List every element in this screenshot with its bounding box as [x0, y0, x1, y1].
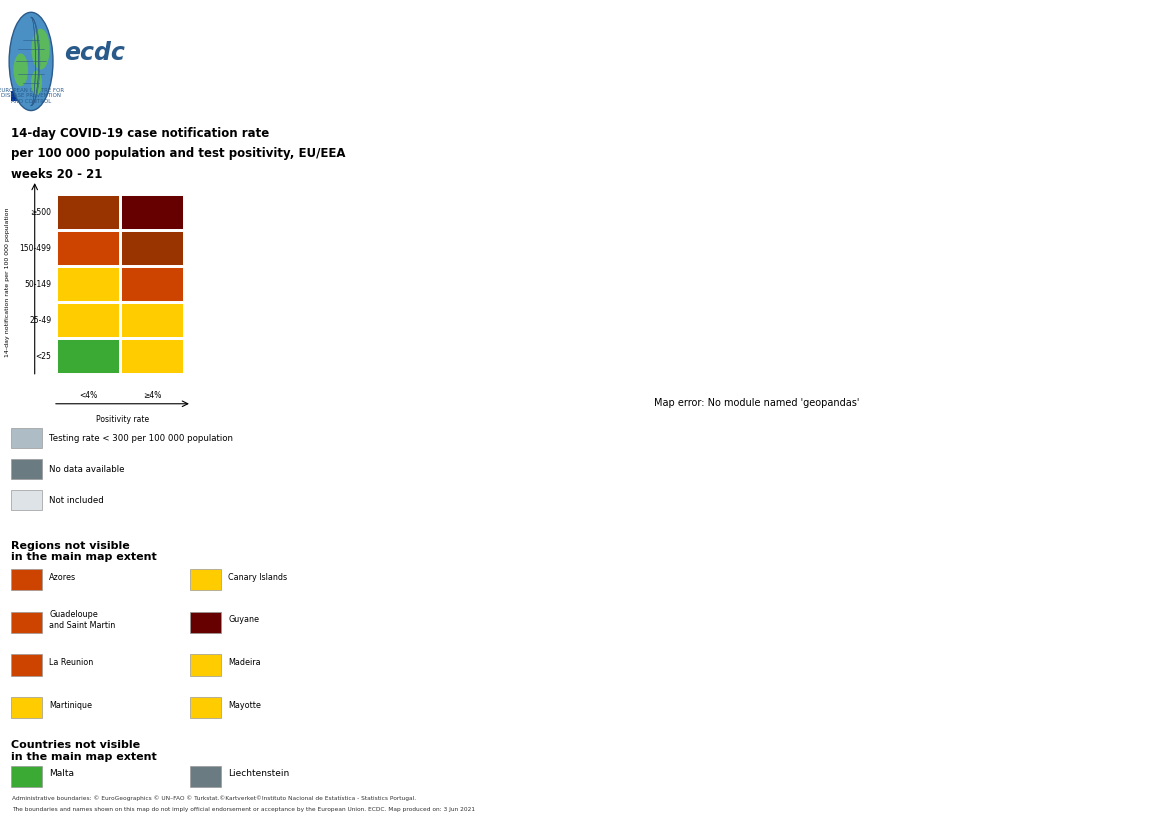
- Bar: [10, 766, 42, 787]
- Text: La Reunion: La Reunion: [50, 658, 94, 667]
- Text: 25-49: 25-49: [29, 316, 51, 324]
- Circle shape: [31, 70, 42, 95]
- Bar: [57, 339, 119, 373]
- Circle shape: [31, 29, 50, 70]
- Bar: [10, 697, 42, 718]
- Text: <4%: <4%: [80, 391, 97, 400]
- Text: Canary Islands: Canary Islands: [229, 573, 288, 581]
- Text: No data available: No data available: [50, 465, 125, 473]
- Bar: [190, 697, 222, 718]
- Text: Guadeloupe
and Saint Martin: Guadeloupe and Saint Martin: [50, 610, 116, 630]
- Bar: [121, 231, 183, 265]
- Text: 150-499: 150-499: [20, 244, 51, 252]
- Bar: [190, 654, 222, 676]
- Text: weeks 20 - 21: weeks 20 - 21: [10, 168, 102, 181]
- Bar: [10, 612, 42, 633]
- Circle shape: [14, 53, 28, 86]
- Bar: [121, 303, 183, 337]
- Text: Map error: No module named 'geopandas': Map error: No module named 'geopandas': [654, 398, 860, 409]
- Bar: [190, 569, 222, 590]
- Text: Guyane: Guyane: [229, 616, 260, 624]
- Bar: [121, 195, 183, 229]
- Bar: [10, 428, 42, 448]
- Bar: [10, 654, 42, 676]
- Bar: [57, 267, 119, 301]
- Text: EUROPEAN CENTRE FOR
DISEASE PREVENTION
AND CONTROL: EUROPEAN CENTRE FOR DISEASE PREVENTION A…: [0, 88, 64, 104]
- Text: ecdc: ecdc: [64, 41, 125, 66]
- Bar: [121, 267, 183, 301]
- Text: Martinique: Martinique: [50, 701, 93, 709]
- Text: Administrative boundaries: © EuroGeographics © UN–FAO © Turkstat.©Kartverket©Ins: Administrative boundaries: © EuroGeograp…: [12, 795, 415, 801]
- Text: Positivity rate: Positivity rate: [96, 415, 148, 424]
- Bar: [190, 766, 222, 787]
- Text: Countries not visible
in the main map extent: Countries not visible in the main map ex…: [10, 740, 157, 762]
- Text: per 100 000 population and test positivity, EU/EEA: per 100 000 population and test positivi…: [10, 147, 346, 161]
- Bar: [10, 459, 42, 479]
- Bar: [121, 339, 183, 373]
- Bar: [10, 91, 26, 101]
- Text: Regions not visible
in the main map extent: Regions not visible in the main map exte…: [10, 541, 157, 562]
- Text: Testing rate < 300 per 100 000 population: Testing rate < 300 per 100 000 populatio…: [50, 434, 233, 442]
- Bar: [57, 303, 119, 337]
- Text: <25: <25: [35, 352, 51, 360]
- Text: 50-149: 50-149: [24, 280, 51, 288]
- Text: Not included: Not included: [50, 496, 104, 505]
- Text: Malta: Malta: [50, 769, 74, 777]
- Bar: [10, 490, 42, 510]
- Bar: [57, 195, 119, 229]
- Text: Azores: Azores: [50, 573, 77, 581]
- Text: ≥4%: ≥4%: [144, 391, 161, 400]
- Bar: [57, 231, 119, 265]
- Bar: [10, 569, 42, 590]
- Text: 14-day notification rate per 100 000 population: 14-day notification rate per 100 000 pop…: [5, 208, 9, 357]
- Text: Mayotte: Mayotte: [229, 701, 261, 709]
- Bar: [190, 612, 222, 633]
- Text: 14-day COVID-19 case notification rate: 14-day COVID-19 case notification rate: [10, 127, 269, 140]
- Text: The boundaries and names shown on this map do not imply official endorsement or : The boundaries and names shown on this m…: [12, 808, 474, 812]
- Text: Liechtenstein: Liechtenstein: [229, 769, 290, 777]
- Text: ≥500: ≥500: [30, 208, 51, 216]
- Circle shape: [9, 12, 53, 111]
- Text: Madeira: Madeira: [229, 658, 261, 667]
